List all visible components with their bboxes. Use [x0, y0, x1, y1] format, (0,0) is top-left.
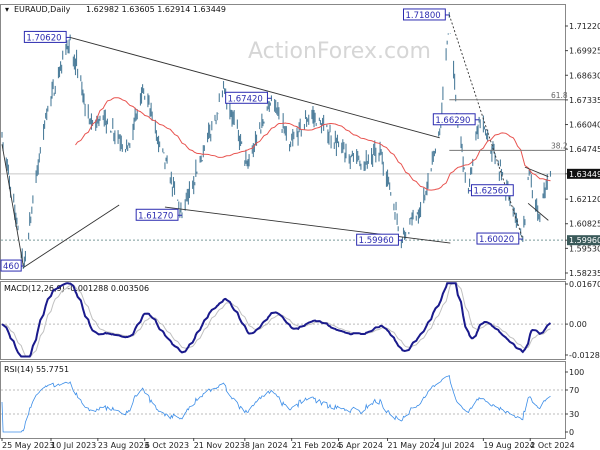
- rsi-tick-label: 30: [569, 410, 579, 419]
- trendline: [448, 14, 524, 240]
- price-label: 1.70620: [26, 33, 61, 43]
- y-tick-label: 1.63449: [569, 170, 600, 179]
- price-label: 1.60020: [479, 235, 514, 245]
- price-label: 460: [3, 262, 19, 272]
- x-tick-label: 10 Jul 2023: [51, 441, 96, 450]
- symbol-title: EURAUD,Daily: [14, 5, 71, 14]
- main-panel: ActionForex.com 61.8 38.2 1.70620 460 1.612…: [0, 4, 600, 280]
- price-tag: [567, 168, 600, 179]
- rsi-panel: RSI(14) 55.7751 100 70 30 0: [0, 361, 584, 439]
- price-label-box: [432, 113, 476, 126]
- main-panel-frame: [0, 4, 566, 280]
- rsi-line: [1, 375, 551, 433]
- x-tick-label: 21 May 2024: [388, 441, 440, 450]
- x-tick-label: 21 Feb 2024: [292, 441, 342, 450]
- y-tick-label: 1.60825: [569, 220, 600, 229]
- price-label-box: [403, 8, 446, 21]
- x-tick-label: 8 Jan 2024: [245, 441, 288, 450]
- macd-tick-label: 0.00: [569, 320, 587, 329]
- ohlc-values: 1.62982 1.63605 1.62914 1.63449: [86, 5, 226, 14]
- rsi-panel-frame: [0, 361, 566, 439]
- price-label: 1.66290: [435, 116, 470, 126]
- x-tick-label: 4 Jul 2024: [434, 441, 474, 450]
- fib-level-label: 61.8: [551, 91, 568, 100]
- price-label-box: [0, 259, 22, 272]
- y-tick-label: 1.67335: [569, 96, 600, 105]
- rsi-tick-label: 70: [569, 386, 579, 395]
- x-tick-label: 5 Apr 2024: [339, 441, 383, 450]
- y-tick-label: 1.59960: [569, 236, 600, 245]
- macd-signal-line: [1, 282, 551, 357]
- watermark: ActionForex.com: [248, 39, 431, 64]
- macd-panel-frame: [0, 281, 566, 360]
- x-tick-label: 6 Oct 2023: [145, 441, 189, 450]
- trendline: [70, 36, 440, 139]
- price-label: 1.61270: [138, 211, 173, 221]
- fib-level-label: 38.2: [551, 141, 568, 150]
- rsi-title: RSI(14) 55.7751: [4, 365, 69, 374]
- y-tick-label: 1.64745: [569, 145, 600, 154]
- price-label: 1.62560: [473, 187, 508, 197]
- x-tick-label: 19 Aug 2024: [483, 441, 534, 450]
- y-tick-label: 1.59530: [569, 244, 600, 253]
- y-tick-label: 1.71220: [569, 22, 600, 31]
- price-label: 1.67420: [228, 94, 263, 104]
- macd-line: [1, 282, 552, 358]
- x-tick-label: 2 Oct 2024: [530, 441, 574, 450]
- price-label-box: [23, 30, 67, 43]
- collapse-arrow-icon[interactable]: ▾: [5, 5, 9, 14]
- moving-average-line: [75, 97, 551, 191]
- price-label-box: [225, 91, 268, 104]
- price-tag: [567, 235, 600, 246]
- trendline: [23, 204, 120, 268]
- rsi-tick-label: 0: [569, 428, 574, 437]
- macd-tick-label: -0.012869: [569, 351, 600, 360]
- macd-panel: MACD(12,26,9) -0.001288 0.003506 0.01670…: [0, 280, 600, 360]
- trendline: [164, 206, 451, 244]
- x-tick-label: 23 Aug 2023: [98, 441, 149, 450]
- price-label-box: [356, 233, 399, 246]
- price-label: 1.71800: [406, 11, 441, 21]
- x-tick-label: 21 Nov 2023: [194, 441, 245, 450]
- trendline: [527, 202, 549, 221]
- trendline: [1, 144, 24, 267]
- price-label-box: [135, 208, 179, 221]
- y-tick-label: 1.69925: [569, 47, 600, 56]
- x-tick-label: 25 May 2023: [2, 441, 54, 450]
- y-tick-label: 1.58235: [569, 269, 600, 278]
- y-tick-label: 1.68630: [569, 71, 600, 80]
- y-tick-label: 1.66040: [569, 121, 600, 130]
- rsi-tick-label: 100: [569, 368, 584, 377]
- price-label-box: [476, 232, 520, 245]
- trendline: [524, 166, 549, 178]
- y-tick-label: 1.62120: [569, 195, 600, 204]
- price-label: 1.59960: [359, 236, 394, 246]
- macd-tick-label: 0.016704: [569, 280, 600, 289]
- price-label-box: [470, 184, 514, 197]
